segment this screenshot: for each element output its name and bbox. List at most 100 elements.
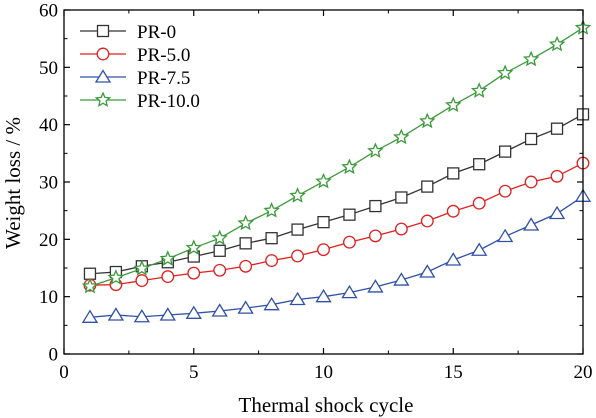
- data-point-PR-10.0-11: [341, 158, 358, 175]
- data-point-PR-10.0-5: [185, 239, 202, 255]
- data-point-PR-7.5-4: [159, 307, 176, 321]
- data-point-PR-0-6: [213, 244, 226, 257]
- data-point-PR-5.0-15: [446, 204, 460, 218]
- legend-swatch-marker: [96, 47, 110, 61]
- data-point-PR-10.0-4: [159, 250, 177, 266]
- data-point-PR-0-7: [239, 237, 252, 250]
- data-point-PR-0-19: [550, 122, 564, 135]
- data-point-PR-0-10: [317, 215, 330, 229]
- legend-swatch-marker: [94, 91, 112, 108]
- legend-item-PR-0: PR-0: [80, 22, 176, 43]
- x-tick-label: 15: [444, 362, 463, 383]
- data-point-PR-10.0-10: [315, 172, 332, 189]
- legend-item-PR-7.5: PR-7.5: [80, 68, 190, 89]
- data-point-PR-10.0-16: [470, 82, 488, 98]
- data-point-PR-0-18: [524, 132, 538, 146]
- y-tick-label: 40: [39, 115, 58, 136]
- data-point-PR-7.5-9: [289, 291, 306, 306]
- data-point-PR-7.5-5: [185, 305, 202, 319]
- data-point-PR-5.0-14: [420, 214, 434, 228]
- data-point-PR-7.5-14: [419, 264, 436, 278]
- data-point-PR-0-13: [395, 191, 408, 204]
- data-point-PR-5.0-3: [135, 274, 149, 288]
- data-point-PR-10.0-3: [133, 259, 151, 276]
- data-point-PR-0-16: [473, 158, 486, 171]
- series-PR-7.5: [81, 188, 592, 323]
- y-tick-label: 50: [39, 58, 58, 79]
- data-point-PR-5.0-18: [524, 175, 538, 189]
- data-point-PR-0-15: [447, 167, 460, 180]
- data-point-PR-7.5-19: [548, 205, 566, 220]
- data-point-PR-5.0-6: [213, 263, 227, 277]
- data-point-PR-10.0-8: [263, 202, 280, 218]
- data-point-PR-5.0-17: [498, 184, 512, 198]
- y-tick-label: 0: [49, 345, 59, 366]
- legend-item-PR-5.0: PR-5.0: [80, 45, 190, 66]
- series-PR-5.0: [83, 156, 590, 292]
- data-point-PR-5.0-4: [161, 270, 175, 284]
- legend-label: PR-5.0: [137, 45, 190, 66]
- x-axis-title: Thermal shock cycle: [239, 393, 414, 417]
- data-point-PR-10.0-19: [548, 35, 566, 52]
- data-point-PR-7.5-18: [522, 217, 540, 231]
- legend-swatch-marker: [94, 69, 112, 83]
- data-point-PR-7.5-17: [496, 228, 514, 243]
- data-point-PR-10.0-13: [393, 128, 410, 145]
- data-point-PR-10.0-7: [237, 214, 254, 231]
- data-point-PR-7.5-15: [445, 252, 462, 266]
- data-point-PR-0-9: [291, 223, 304, 236]
- data-point-PR-10.0-2: [107, 269, 125, 285]
- y-tick-label: 10: [39, 287, 58, 308]
- series-PR-0: [83, 108, 590, 280]
- data-point-PR-5.0-8: [265, 254, 279, 267]
- data-point-PR-7.5-3: [133, 308, 151, 323]
- data-point-PR-7.5-11: [341, 284, 358, 299]
- data-point-PR-10.0-9: [289, 187, 306, 203]
- data-point-PR-10.0-15: [445, 96, 462, 113]
- data-point-PR-5.0-9: [291, 249, 305, 263]
- data-point-PR-5.0-7: [239, 259, 253, 273]
- data-point-PR-7.5-6: [211, 303, 228, 317]
- data-point-PR-7.5-7: [237, 300, 254, 314]
- data-point-PR-10.0-1: [81, 277, 99, 294]
- data-point-PR-5.0-5: [187, 266, 201, 280]
- data-point-PR-7.5-1: [81, 309, 99, 323]
- x-tick-label: 5: [189, 362, 199, 383]
- data-point-PR-10.0-14: [419, 112, 436, 129]
- data-point-PR-7.5-12: [367, 279, 384, 293]
- data-point-PR-10.0-6: [211, 229, 228, 246]
- legend-label: PR-0: [137, 22, 176, 43]
- data-point-PR-0-8: [265, 232, 278, 245]
- y-axis-title: Weight loss / %: [1, 117, 25, 249]
- plot-area: [81, 19, 592, 323]
- data-point-PR-5.0-16: [472, 196, 486, 210]
- legend-item-PR-10.0: PR-10.0: [80, 91, 200, 112]
- data-point-PR-0-17: [498, 145, 512, 158]
- x-tick-label: 0: [59, 362, 69, 383]
- data-point-PR-7.5-2: [107, 307, 125, 321]
- data-point-PR-0-14: [421, 180, 434, 193]
- data-point-PR-7.5-13: [393, 272, 410, 286]
- data-point-PR-5.0-19: [550, 169, 564, 183]
- data-point-PR-10.0-17: [496, 64, 514, 81]
- data-point-PR-7.5-8: [263, 296, 280, 311]
- legend-label: PR-7.5: [137, 68, 190, 89]
- y-tick-label: 20: [39, 230, 58, 251]
- data-point-PR-10.0-18: [522, 50, 540, 67]
- y-tick-label: 60: [39, 1, 58, 22]
- legend-swatch-marker: [96, 24, 110, 38]
- data-point-PR-5.0-13: [394, 222, 408, 236]
- x-tick-label: 10: [314, 362, 333, 383]
- legend-label: PR-10.0: [137, 91, 200, 112]
- data-point-PR-0-1: [83, 267, 97, 280]
- data-point-PR-7.5-10: [315, 288, 332, 303]
- data-point-PR-10.0-12: [367, 142, 384, 159]
- x-tick-label: 20: [574, 362, 593, 383]
- legend: PR-0PR-5.0PR-7.5PR-10.0: [80, 22, 200, 112]
- data-point-PR-5.0-11: [343, 235, 356, 249]
- data-point-PR-0-11: [343, 208, 356, 221]
- axes: 0 5 10 15 20 0 10 20 30 40 50 60: [39, 1, 593, 384]
- y-tick-label: 30: [39, 173, 58, 194]
- data-point-PR-5.0-10: [317, 243, 330, 257]
